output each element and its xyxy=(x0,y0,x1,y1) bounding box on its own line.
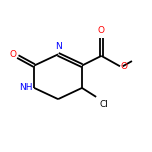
Text: O: O xyxy=(10,50,17,59)
Text: O: O xyxy=(98,26,105,35)
Text: N: N xyxy=(55,42,61,51)
Text: Cl: Cl xyxy=(99,100,108,109)
Text: NH: NH xyxy=(19,83,32,92)
Text: O: O xyxy=(121,62,128,71)
